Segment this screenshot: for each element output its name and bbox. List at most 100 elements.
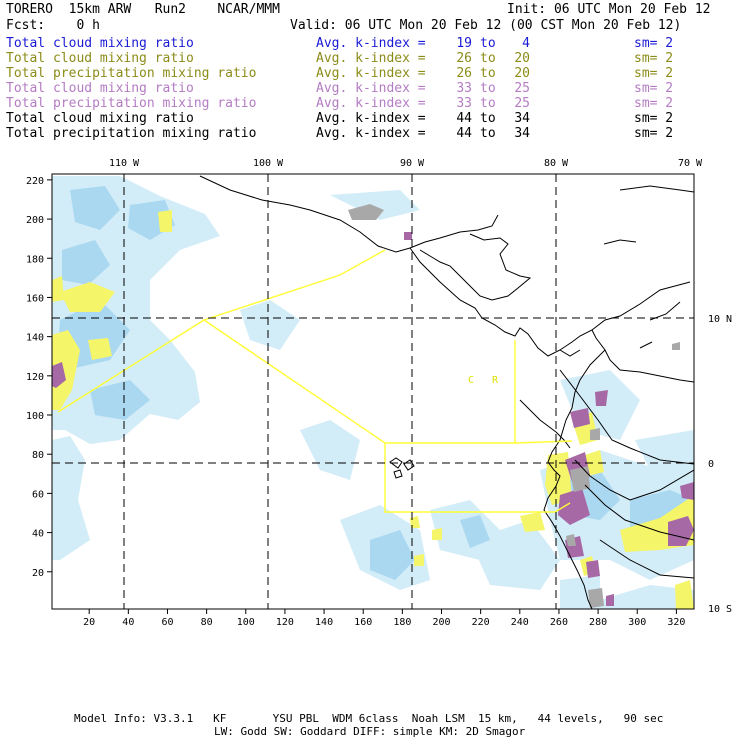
y-tick-label: 180 [26,254,44,265]
field-sm: sm= 2 [634,36,674,51]
field-sm: sm= 2 [634,81,674,96]
field-end: 25 [514,96,530,111]
region-boundaries [57,249,573,513]
lon-label: 70 W [678,158,703,169]
x-tick-label: 280 [589,617,607,628]
x-tick-label: 40 [122,617,134,628]
field-sm: sm= 2 [634,66,674,81]
legend-row: Total cloud mixing ratio Avg. k-index = … [6,81,673,201]
lon-label: 90 W [400,158,425,169]
x-tick-label: 60 [161,617,173,628]
field-end: 34 [514,111,530,126]
x-tick-label: 260 [550,617,568,628]
field-from: 33 [456,96,472,111]
field-to: to [480,126,496,141]
field-label: Total cloud mixing ratio [6,51,194,66]
legend-row: Total cloud mixing ratio Avg. k-index = … [6,51,673,171]
x-tick-label: 300 [628,617,646,628]
y-tick-label: 120 [26,372,44,383]
field-avg: Avg. k-index = [316,36,426,51]
map-plot-area [52,174,694,609]
field-to: to [480,81,496,96]
field-from: 26 [456,66,472,81]
field-to: to [480,51,496,66]
field-label: Total precipitation mixing ratio [6,126,257,141]
x-tick-label: 200 [432,617,450,628]
model-info-line2: LW: Godd SW: Goddard DIFF: simple KM: 2D… [214,725,526,738]
field-sm: sm= 2 [634,111,674,126]
field-to: to [480,111,496,126]
x-tick-label: 320 [667,617,685,628]
lat-labels: 10 N 0 10 S [708,314,732,615]
field-label: Total precipitation mixing ratio [6,96,257,111]
lon-label: 110 W [109,158,140,169]
y-tick-label: 20 [32,568,44,579]
legend-row: Total precipitation mixing ratio Avg. k-… [6,96,673,216]
field-end: 4 [522,36,530,51]
legend-row: Total cloud mixing ratio Avg. k-index = … [6,36,673,156]
field-sm: sm= 2 [634,96,674,111]
field-end: 20 [514,66,530,81]
y-tick-label: 100 [26,411,44,422]
legend-row: Total precipitation mixing ratio Avg. k-… [6,66,673,186]
lat-label: 0 [708,459,714,470]
field-sm: sm= 2 [634,126,674,141]
x-axis-ticks: 20 40 60 80 100 120 140 160 180 200 220 240 260 280 30… [83,609,685,628]
field-avg: Avg. k-index = [316,51,426,66]
model-title: TORERO 15km ARW Run2 NCAR/MMM [6,2,280,17]
region-label-c: C [468,375,474,386]
gray-areas [348,204,680,608]
field-from: 26 [456,51,472,66]
field-from: 19 [456,36,472,51]
field-to: to [480,36,496,51]
x-tick-label: 160 [354,617,372,628]
valid-time: Valid: 06 UTC Mon 20 Feb 12 (00 CST Mon … [290,18,682,33]
x-tick-label: 240 [511,617,529,628]
lon-label: 100 W [253,158,284,169]
legend-row: Total cloud mixing ratio Avg. k-index = … [6,111,673,231]
y-tick-label: 80 [32,450,44,461]
x-tick-label: 220 [472,617,490,628]
field-avg: Avg. k-index = [316,66,426,81]
x-tick-label: 20 [83,617,95,628]
field-sm: sm= 2 [634,51,674,66]
field-end: 34 [514,126,530,141]
y-tick-label: 60 [32,489,44,500]
lon-label: 80 W [544,158,569,169]
lat-label: 10 S [708,604,732,615]
y-tick-label: 220 [26,176,44,187]
y-tick-label: 200 [26,215,44,226]
x-tick-label: 120 [276,617,294,628]
y-tick-label: 160 [26,293,44,304]
field-avg: Avg. k-index = [316,81,426,96]
field-label: Total precipitation mixing ratio [6,66,257,81]
y-tick-label: 140 [26,333,44,344]
lat-label: 10 N [708,314,732,325]
map-frame [51,173,695,610]
heavy-areas [52,232,694,606]
x-tick-label: 100 [237,617,255,628]
field-label: Total cloud mixing ratio [6,111,194,126]
x-tick-label: 80 [201,617,213,628]
field-avg: Avg. k-index = [316,111,426,126]
field-avg: Avg. k-index = [316,96,426,111]
forecast-hour: Fcst: 0 h [6,18,100,33]
field-from: 33 [456,81,472,96]
precip-areas [52,210,694,609]
field-to: to [480,66,496,81]
model-info-line1: Model Info: V3.3.1 KF YSU PBL WDM 6class… [74,712,664,725]
y-axis-ticks: 220 200 180 160 140 120 100 80 60 40 20 [26,176,52,579]
init-time: Init: 06 UTC Mon 20 Feb 12 [507,2,711,17]
field-label: Total cloud mixing ratio [6,36,194,51]
field-avg: Avg. k-index = [316,126,426,141]
field-from: 44 [456,111,472,126]
x-tick-label: 180 [393,617,411,628]
field-end: 25 [514,81,530,96]
field-to: to [480,96,496,111]
lat-lon-grid [52,174,694,609]
lon-labels: 110 W 100 W 90 W 80 W 70 W [109,158,703,169]
y-tick-label: 40 [32,529,44,540]
region-label-r: R [492,375,499,386]
legend-row: Total precipitation mixing ratio Avg. k-… [6,126,673,246]
